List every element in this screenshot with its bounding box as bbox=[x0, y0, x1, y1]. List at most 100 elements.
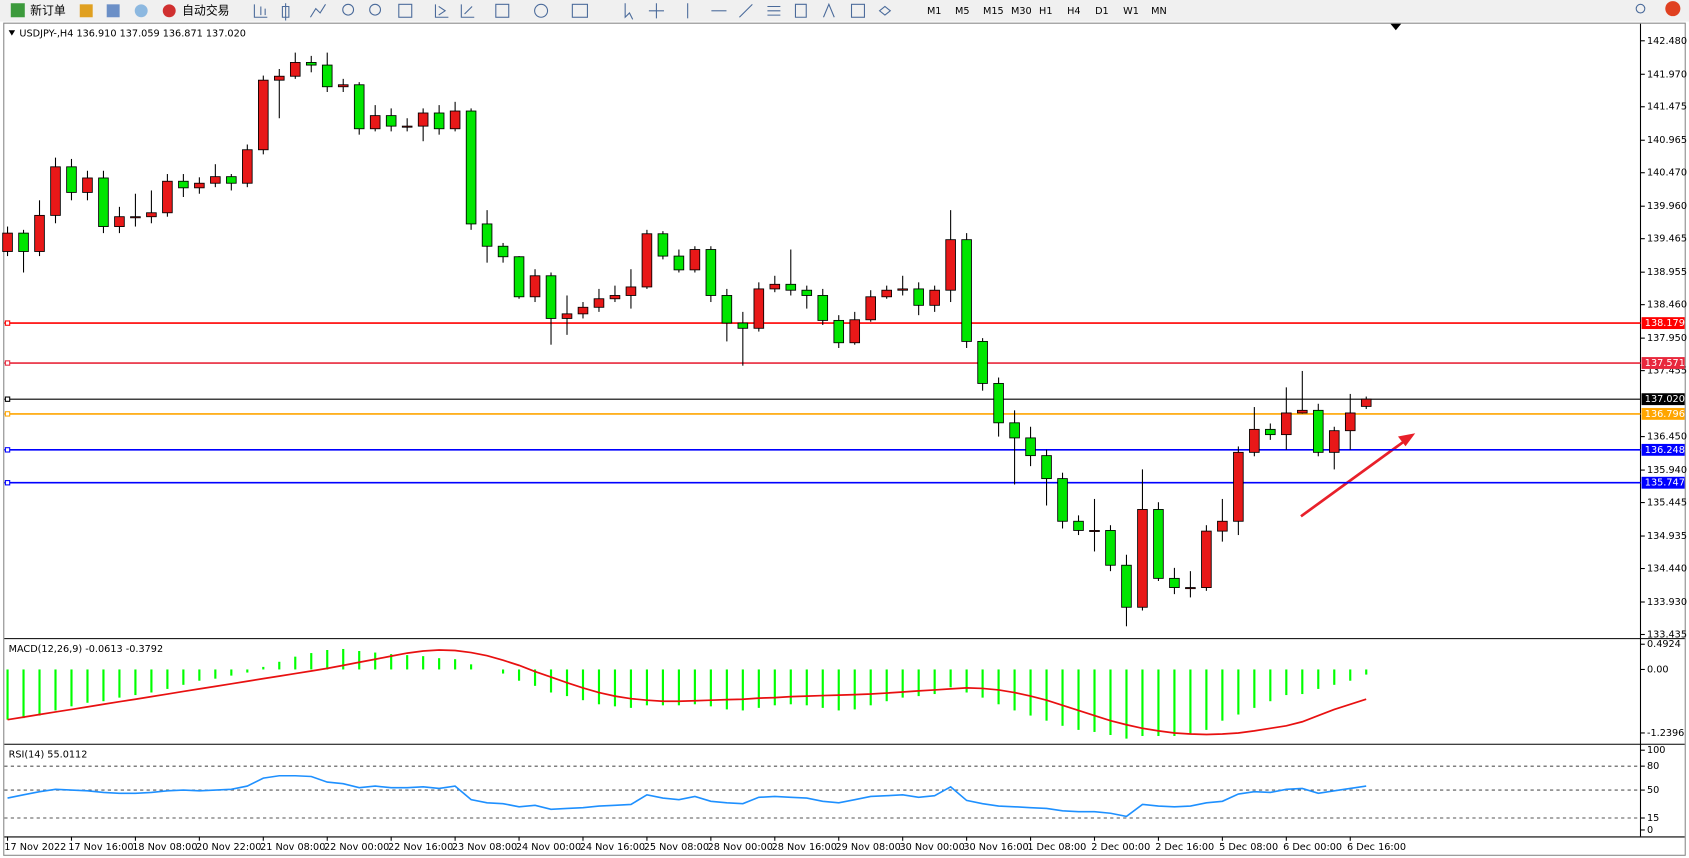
timeframe-button[interactable]: MN bbox=[1151, 6, 1167, 17]
candle-body bbox=[593, 298, 605, 308]
x-tick-label: 21 Nov 08:00 bbox=[260, 842, 325, 853]
icon[interactable] bbox=[878, 5, 892, 16]
y-tick-label: 80 bbox=[1647, 761, 1659, 772]
icon[interactable] bbox=[79, 4, 93, 18]
candle-body bbox=[657, 233, 669, 257]
new-order-icon[interactable] bbox=[10, 3, 25, 18]
price-label: 138.179 bbox=[1645, 318, 1685, 329]
x-tick-label: 22 Nov 16:00 bbox=[388, 842, 453, 853]
icon[interactable] bbox=[398, 3, 413, 18]
timeframe-button[interactable]: D1 bbox=[1095, 6, 1109, 17]
toolbar-items: 新订单 自动交易 bbox=[10, 1, 1681, 21]
symbol-menu[interactable] bbox=[8, 30, 16, 36]
level-handle bbox=[4, 396, 11, 402]
x-tick-label: 23 Nov 08:00 bbox=[452, 842, 517, 853]
y-tick-label: 135.940 bbox=[1647, 465, 1687, 476]
icon[interactable] bbox=[534, 3, 549, 18]
icon[interactable] bbox=[822, 2, 835, 18]
icon[interactable] bbox=[624, 3, 634, 20]
candle-body bbox=[50, 166, 61, 216]
candle-body bbox=[1185, 587, 1196, 590]
y-tick-label: 133.435 bbox=[1647, 629, 1687, 640]
timeframe-button[interactable]: M5 bbox=[955, 6, 970, 17]
candle-body bbox=[114, 216, 125, 227]
candle-body bbox=[609, 295, 621, 300]
icon[interactable] bbox=[342, 3, 355, 16]
timeframe-button[interactable]: M15 bbox=[983, 6, 1004, 17]
candle-body bbox=[705, 249, 717, 296]
candle-body bbox=[881, 289, 892, 298]
y-tick-label: 0.4924 bbox=[1647, 639, 1681, 650]
icon[interactable] bbox=[460, 4, 475, 18]
candle-body bbox=[801, 289, 813, 296]
x-tick-label: 5 Dec 08:00 bbox=[1219, 842, 1278, 853]
candle-body bbox=[2, 232, 13, 252]
icon[interactable] bbox=[850, 3, 865, 18]
timeframe-button[interactable]: M1 bbox=[927, 6, 942, 17]
candle-body bbox=[289, 62, 301, 77]
candle-body bbox=[66, 166, 77, 193]
candle-body bbox=[385, 115, 397, 127]
icon[interactable] bbox=[369, 3, 382, 16]
timeframe-button[interactable]: W1 bbox=[1123, 6, 1139, 17]
icon[interactable] bbox=[106, 4, 120, 18]
icon[interactable] bbox=[134, 4, 148, 18]
level-handle bbox=[4, 360, 11, 366]
x-tick-label: 20 Nov 22:00 bbox=[196, 842, 261, 853]
x-tick-label: 18 Nov 08:00 bbox=[132, 842, 197, 853]
y-tick-label: 15 bbox=[1647, 813, 1659, 824]
new-order[interactable]: 新订单 bbox=[30, 3, 66, 17]
y-tick-label: 134.440 bbox=[1647, 564, 1687, 575]
timeframe-button[interactable]: H4 bbox=[1067, 6, 1080, 17]
price-label-bg bbox=[1641, 407, 1685, 420]
rsi-line bbox=[7, 774, 1367, 818]
candle-body bbox=[1089, 530, 1100, 532]
candle-body bbox=[849, 319, 861, 344]
x-tick-label: 25 Nov 08:00 bbox=[644, 842, 709, 853]
candle-body bbox=[417, 112, 429, 127]
notification-icon[interactable] bbox=[1665, 1, 1681, 17]
icon[interactable] bbox=[434, 4, 449, 18]
candle-body bbox=[993, 382, 1004, 424]
icon[interactable] bbox=[495, 3, 510, 18]
timeframe-button[interactable]: H1 bbox=[1039, 6, 1052, 17]
candle-body bbox=[449, 110, 461, 130]
auto-trading[interactable]: 自动交易 bbox=[182, 3, 229, 17]
y-tick-label: 0 bbox=[1647, 825, 1653, 836]
candle-body bbox=[210, 176, 221, 184]
candle-body bbox=[178, 180, 189, 189]
timeframe-button[interactable]: M30 bbox=[1011, 6, 1032, 17]
y-tick-label: 140.965 bbox=[1647, 135, 1687, 146]
level-handle bbox=[4, 320, 11, 326]
icon[interactable] bbox=[253, 4, 268, 18]
y-tick-label: 137.950 bbox=[1647, 333, 1687, 344]
icon[interactable] bbox=[571, 3, 588, 18]
candle-body bbox=[1297, 409, 1308, 414]
chart-frame bbox=[3, 22, 1686, 856]
candle-body bbox=[1041, 455, 1052, 480]
icon[interactable] bbox=[739, 3, 753, 18]
icon[interactable] bbox=[281, 3, 290, 21]
icon[interactable] bbox=[767, 5, 781, 16]
icon[interactable] bbox=[309, 4, 326, 18]
candle-body bbox=[737, 322, 749, 329]
search-icon[interactable] bbox=[1635, 3, 1646, 14]
icon[interactable] bbox=[648, 3, 664, 19]
y-tick-label: 139.465 bbox=[1647, 234, 1687, 245]
candle-body bbox=[721, 295, 733, 324]
candle-body bbox=[321, 64, 333, 88]
annotation-arrow bbox=[1300, 433, 1416, 518]
icon[interactable] bbox=[794, 3, 807, 18]
candle-body bbox=[1057, 478, 1068, 522]
candle-body bbox=[977, 340, 988, 384]
toolbar bbox=[0, 0, 1689, 22]
candle-body bbox=[1217, 520, 1228, 532]
candle-body bbox=[1233, 451, 1244, 522]
auto-trading-icon[interactable] bbox=[162, 4, 176, 18]
arrow-line bbox=[1300, 440, 1405, 518]
candle-body bbox=[369, 115, 381, 130]
candle-body bbox=[545, 275, 557, 319]
candle-body bbox=[146, 212, 157, 218]
candle-body bbox=[465, 110, 477, 225]
level-handle bbox=[4, 447, 11, 453]
